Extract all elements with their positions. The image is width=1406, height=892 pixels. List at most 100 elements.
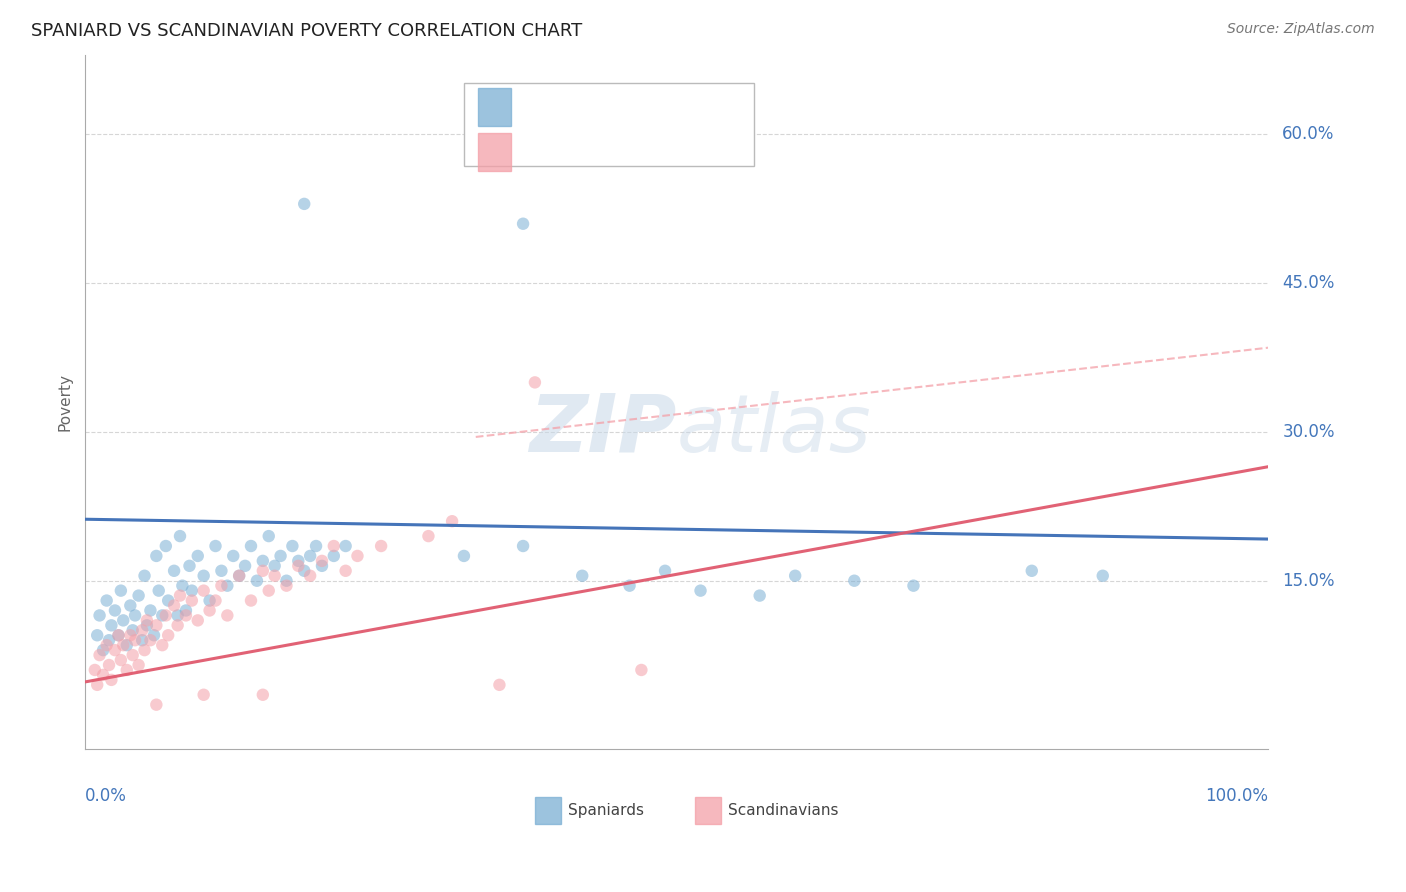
Point (115, 638, 138, 652)
Point (571, 568, 593, 582)
Point (96, 638, 118, 652)
Point (217, 579, 239, 593)
Point (134, 568, 156, 582)
Point (512, 153, 534, 167)
Point (1091, 568, 1114, 582)
Text: 72: 72 (728, 100, 749, 115)
Point (131, 624, 153, 638)
Text: ZIP: ZIP (530, 391, 676, 469)
Point (169, 589, 191, 603)
Point (128, 589, 150, 603)
Point (143, 628, 166, 642)
Point (112, 613, 135, 627)
Point (654, 564, 676, 578)
Point (198, 603, 221, 617)
Point (292, 197, 315, 211)
Text: N =: N = (675, 145, 709, 160)
Bar (478, 88, 512, 127)
Point (145, 618, 167, 632)
Bar (534, 797, 561, 824)
Point (785, 568, 807, 582)
Point (139, 633, 162, 648)
Point (107, 628, 129, 642)
Point (187, 613, 209, 627)
Point (98, 658, 121, 673)
Point (204, 539, 226, 553)
Point (139, 603, 162, 617)
Text: SPANIARD VS SCANDINAVIAN POVERTY CORRELATION CHART: SPANIARD VS SCANDINAVIAN POVERTY CORRELA… (31, 22, 582, 40)
Point (135, 613, 157, 627)
Text: atlas: atlas (676, 391, 872, 469)
Point (287, 554, 309, 568)
Point (166, 608, 188, 623)
Point (179, 558, 201, 573)
Point (166, 618, 188, 632)
Point (311, 558, 333, 573)
Point (180, 593, 202, 607)
Point (148, 583, 170, 598)
Point (86, 628, 108, 642)
Point (120, 599, 142, 613)
Point (453, 549, 475, 563)
FancyBboxPatch shape (464, 83, 754, 166)
Text: 100.0%: 100.0% (1205, 788, 1268, 805)
Point (115, 663, 138, 677)
Point (335, 539, 357, 553)
Point (193, 568, 215, 582)
Point (299, 568, 322, 582)
Text: R =: R = (520, 145, 554, 160)
Point (488, 678, 510, 692)
Point (174, 603, 197, 617)
Point (292, 564, 315, 578)
Point (83, 663, 105, 677)
Text: -0.044: -0.044 (578, 100, 633, 115)
Point (305, 539, 328, 553)
Point (193, 688, 215, 702)
Point (748, 589, 770, 603)
Point (322, 539, 344, 553)
Point (209, 579, 232, 593)
Point (228, 568, 250, 582)
Point (163, 564, 186, 578)
Point (512, 539, 534, 553)
Text: 15.0%: 15.0% (1282, 572, 1334, 590)
Point (233, 558, 256, 573)
Point (131, 633, 153, 648)
Point (121, 624, 143, 638)
Point (619, 579, 641, 593)
Point (246, 574, 269, 588)
Point (263, 558, 285, 573)
Point (281, 539, 304, 553)
Text: 57: 57 (728, 145, 749, 160)
Point (257, 583, 280, 598)
Bar (478, 133, 512, 171)
Text: N =: N = (675, 100, 709, 115)
Point (335, 564, 357, 578)
Point (145, 698, 167, 712)
Point (157, 593, 180, 607)
Point (523, 376, 546, 390)
Point (112, 638, 135, 652)
Text: 30.0%: 30.0% (1282, 423, 1334, 441)
Point (150, 638, 173, 652)
Text: 60.0%: 60.0% (1282, 126, 1334, 144)
Point (217, 608, 239, 623)
Text: R =: R = (520, 100, 554, 115)
Point (228, 568, 250, 582)
Point (209, 564, 232, 578)
Text: 0.372: 0.372 (578, 145, 631, 160)
Point (124, 633, 146, 648)
Point (252, 564, 274, 578)
Text: 0.0%: 0.0% (86, 788, 128, 805)
Point (110, 653, 132, 667)
Point (169, 529, 191, 543)
Point (240, 539, 263, 553)
Point (104, 603, 127, 617)
Point (270, 549, 292, 563)
Point (89, 648, 111, 662)
Point (287, 558, 309, 573)
Point (276, 574, 298, 588)
Point (512, 217, 534, 231)
Point (121, 648, 143, 662)
Point (299, 549, 322, 563)
